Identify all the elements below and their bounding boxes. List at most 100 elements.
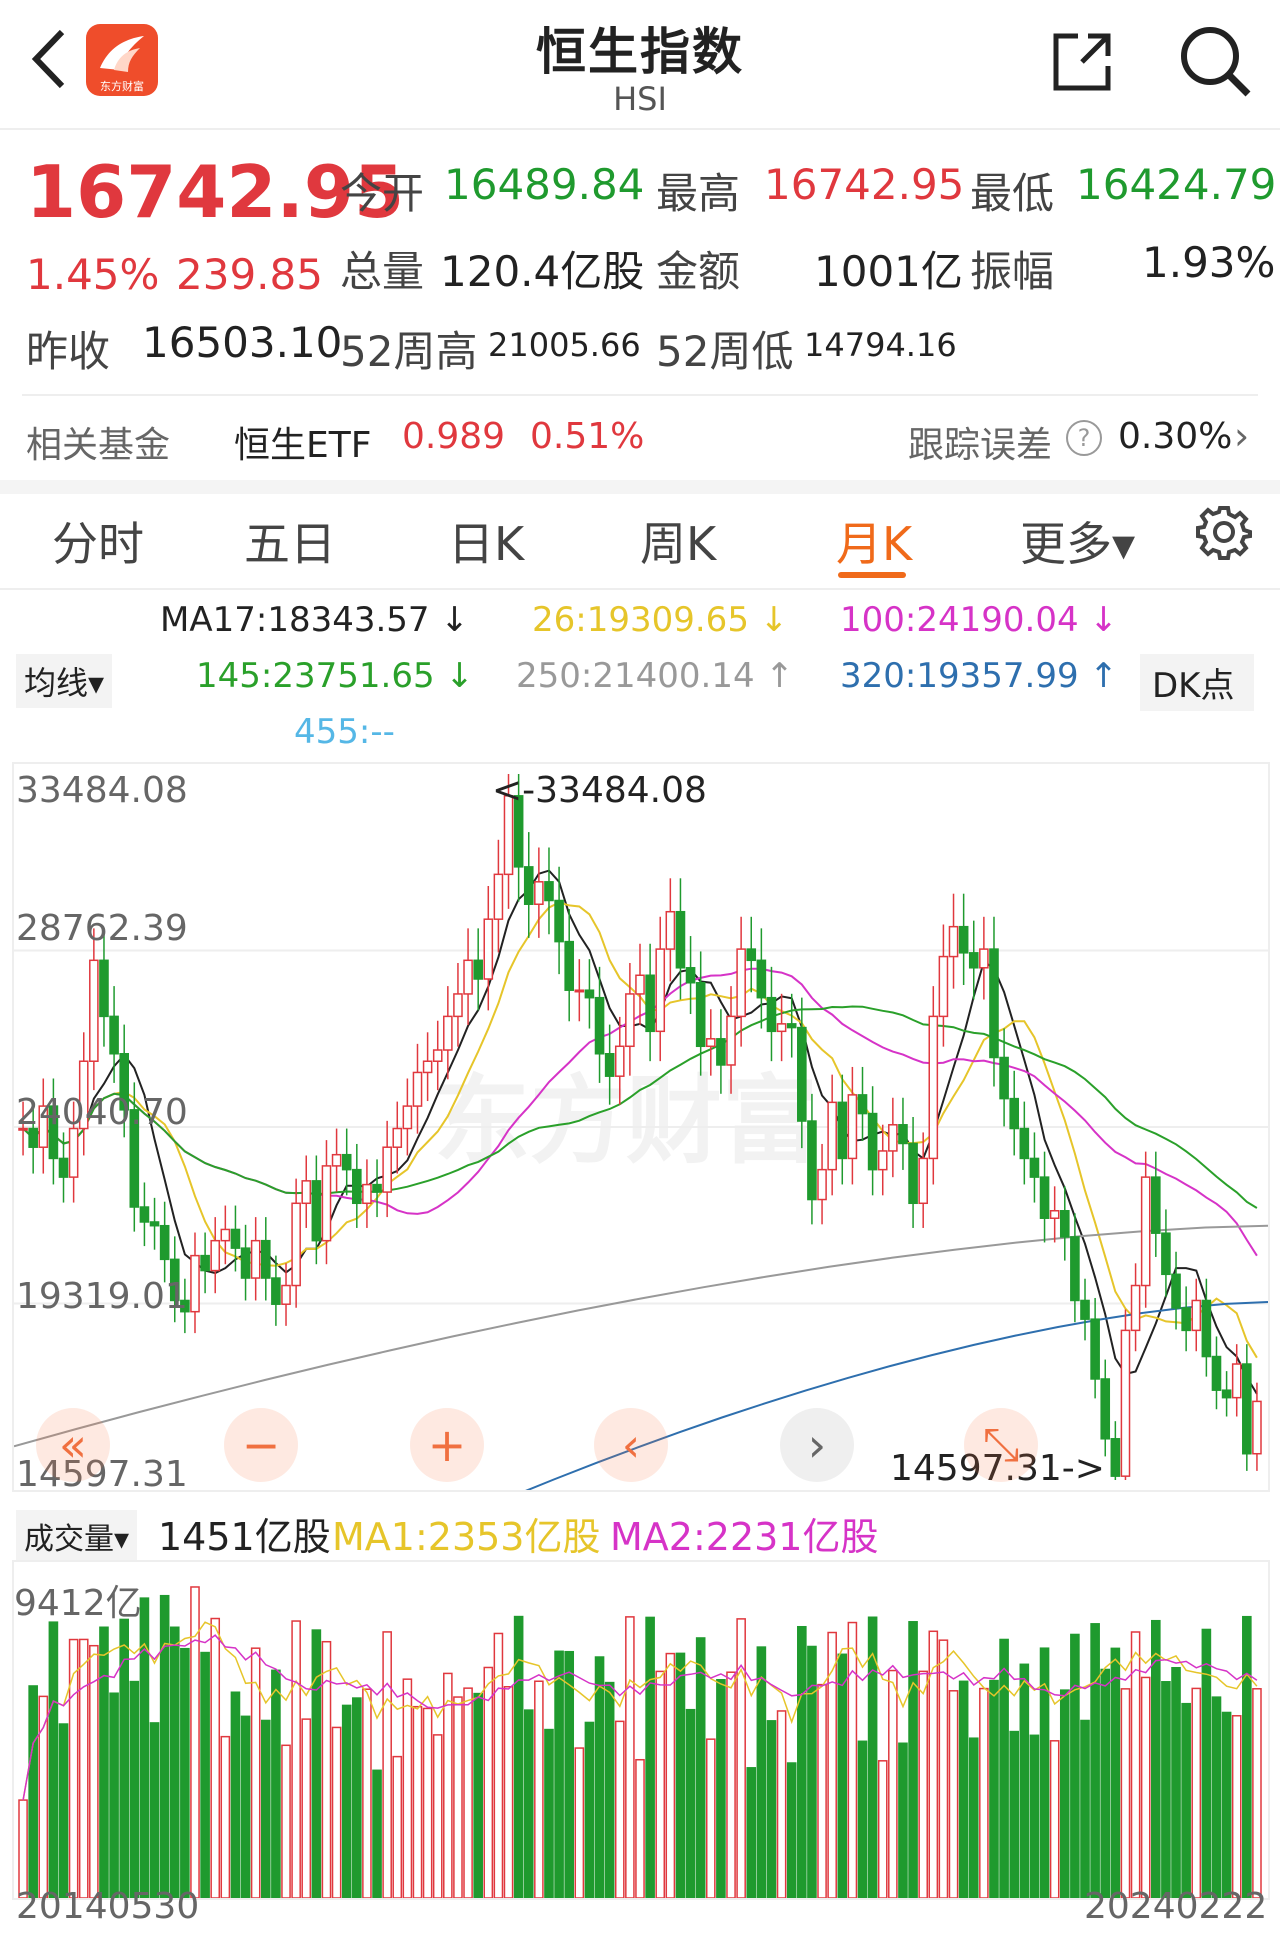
help-icon[interactable]: ? xyxy=(1066,420,1102,456)
volume-bar xyxy=(544,1728,554,1898)
expand-icon: ⤡ xyxy=(982,1417,1020,1471)
volume-bar xyxy=(948,1690,959,1898)
tab-intraday[interactable]: 分时 xyxy=(52,517,144,571)
candle-body xyxy=(28,1127,38,1148)
min-price-annotation: 14597.31-> xyxy=(890,1448,1105,1489)
volume-chart[interactable] xyxy=(12,1560,1270,1900)
candle-body xyxy=(898,1124,908,1145)
volume-bar xyxy=(68,1638,79,1898)
rewind-icon: « xyxy=(58,1418,88,1472)
candle-body xyxy=(139,1206,150,1223)
candle-body xyxy=(695,981,706,1048)
candle-body xyxy=(513,795,524,868)
volume-ma2: MA2:2231亿股 xyxy=(610,1515,879,1559)
ma145-line xyxy=(22,1005,1258,1209)
candle-body xyxy=(99,959,109,1018)
candle-body xyxy=(1181,1307,1191,1332)
candle-body xyxy=(180,1299,190,1313)
volume-bar xyxy=(1161,1681,1171,1898)
candle-body xyxy=(109,1015,119,1055)
back-button[interactable] xyxy=(24,24,74,94)
candle-body xyxy=(240,1247,251,1279)
candle-body xyxy=(1009,1097,1020,1130)
volume-bar xyxy=(766,1720,777,1898)
tab-more[interactable]: 更多▾ xyxy=(1020,517,1136,571)
next-button[interactable]: › xyxy=(780,1408,854,1482)
kline-chart[interactable]: 东方财富 xyxy=(12,762,1270,1492)
candle-body xyxy=(665,910,676,950)
volume-bar xyxy=(1009,1730,1020,1898)
zoom-out-button[interactable]: − xyxy=(224,1408,298,1482)
volume-bar xyxy=(716,1679,726,1898)
volume-bar xyxy=(877,1760,888,1898)
candle-body xyxy=(544,881,554,902)
chart-settings-button[interactable] xyxy=(1196,504,1252,560)
share-button[interactable] xyxy=(1048,26,1118,96)
volume-bar xyxy=(685,1708,696,1898)
volume-bar xyxy=(1080,1719,1090,1898)
tab-weekly-k[interactable]: 周K xyxy=(640,517,717,571)
zoom-in-button[interactable]: + xyxy=(410,1408,484,1482)
volume-bar xyxy=(989,1679,999,1898)
candle-body xyxy=(645,974,655,1033)
fullscreen-button[interactable]: ⤡ xyxy=(964,1408,1038,1482)
volume-bar xyxy=(402,1678,413,1898)
volume-bar xyxy=(1171,1667,1181,1898)
tab-daily-k[interactable]: 日K xyxy=(448,517,525,571)
volume-bar xyxy=(291,1620,301,1898)
candle-body xyxy=(311,1180,322,1242)
search-button[interactable] xyxy=(1176,22,1254,100)
candle-body xyxy=(594,996,605,1055)
chevron-right-icon: › xyxy=(807,1418,827,1472)
candle-body xyxy=(574,989,585,993)
volume-bar xyxy=(443,1672,453,1898)
kline-canvas: 东方财富 xyxy=(14,774,1268,1490)
candle-body xyxy=(1110,1438,1121,1477)
prev-close-value: 16503.10 xyxy=(142,318,343,367)
fund-price: 0.989 xyxy=(402,416,506,457)
open-value: 16489.84 xyxy=(444,160,645,209)
candle-body xyxy=(89,959,99,1062)
week52-low-value: 14794.16 xyxy=(804,326,957,364)
candle-body xyxy=(604,1053,615,1077)
prev-button[interactable]: ‹ xyxy=(594,1408,668,1482)
page-title: 恒生指数 xyxy=(536,23,744,81)
related-fund-row[interactable]: 相关基金 恒生ETF 0.989 0.51% 跟踪误差 ? 0.30% › xyxy=(0,400,1280,476)
candle-body xyxy=(705,1038,716,1048)
tab-monthly-k[interactable]: 月K xyxy=(836,517,913,571)
volume-bar xyxy=(119,1618,130,1898)
volume-bar xyxy=(625,1616,635,1898)
rewind-button[interactable]: « xyxy=(36,1408,110,1482)
volume-selector[interactable]: 成交量▾ xyxy=(16,1510,138,1562)
price-axis-label-5: 14597.31 xyxy=(16,1454,188,1495)
volume-bar xyxy=(99,1626,109,1898)
tab-five-day[interactable]: 五日 xyxy=(244,517,336,571)
ma-selector[interactable]: 均线▾ xyxy=(16,654,113,708)
volume-bar xyxy=(210,1617,221,1898)
candle-body xyxy=(1221,1389,1232,1399)
gear-icon xyxy=(1196,506,1252,560)
start-date: 20140530 xyxy=(16,1886,200,1927)
plus-icon: + xyxy=(427,1418,467,1472)
volume-bar xyxy=(149,1722,160,1898)
volume-bar xyxy=(847,1621,858,1898)
volume-bar xyxy=(453,1696,463,1898)
candle-body xyxy=(1252,1400,1262,1455)
candle-body xyxy=(756,959,767,999)
candle-body xyxy=(1191,1299,1202,1332)
candle-body xyxy=(230,1228,241,1249)
dk-point-toggle[interactable]: DK点 xyxy=(1140,654,1255,711)
volume-bar xyxy=(999,1638,1009,1898)
candle-body xyxy=(169,1258,180,1302)
volume-bar xyxy=(89,1644,99,1898)
volume-bar xyxy=(827,1631,837,1898)
candle-body xyxy=(968,952,979,969)
candle-body xyxy=(867,1112,878,1171)
volume-bar xyxy=(321,1640,332,1898)
candle-body xyxy=(443,1015,453,1051)
share-icon xyxy=(1053,33,1111,91)
volume-bar xyxy=(786,1762,797,1898)
candle-body xyxy=(503,795,514,876)
candle-body xyxy=(78,1060,89,1130)
candle-body xyxy=(352,1168,362,1205)
